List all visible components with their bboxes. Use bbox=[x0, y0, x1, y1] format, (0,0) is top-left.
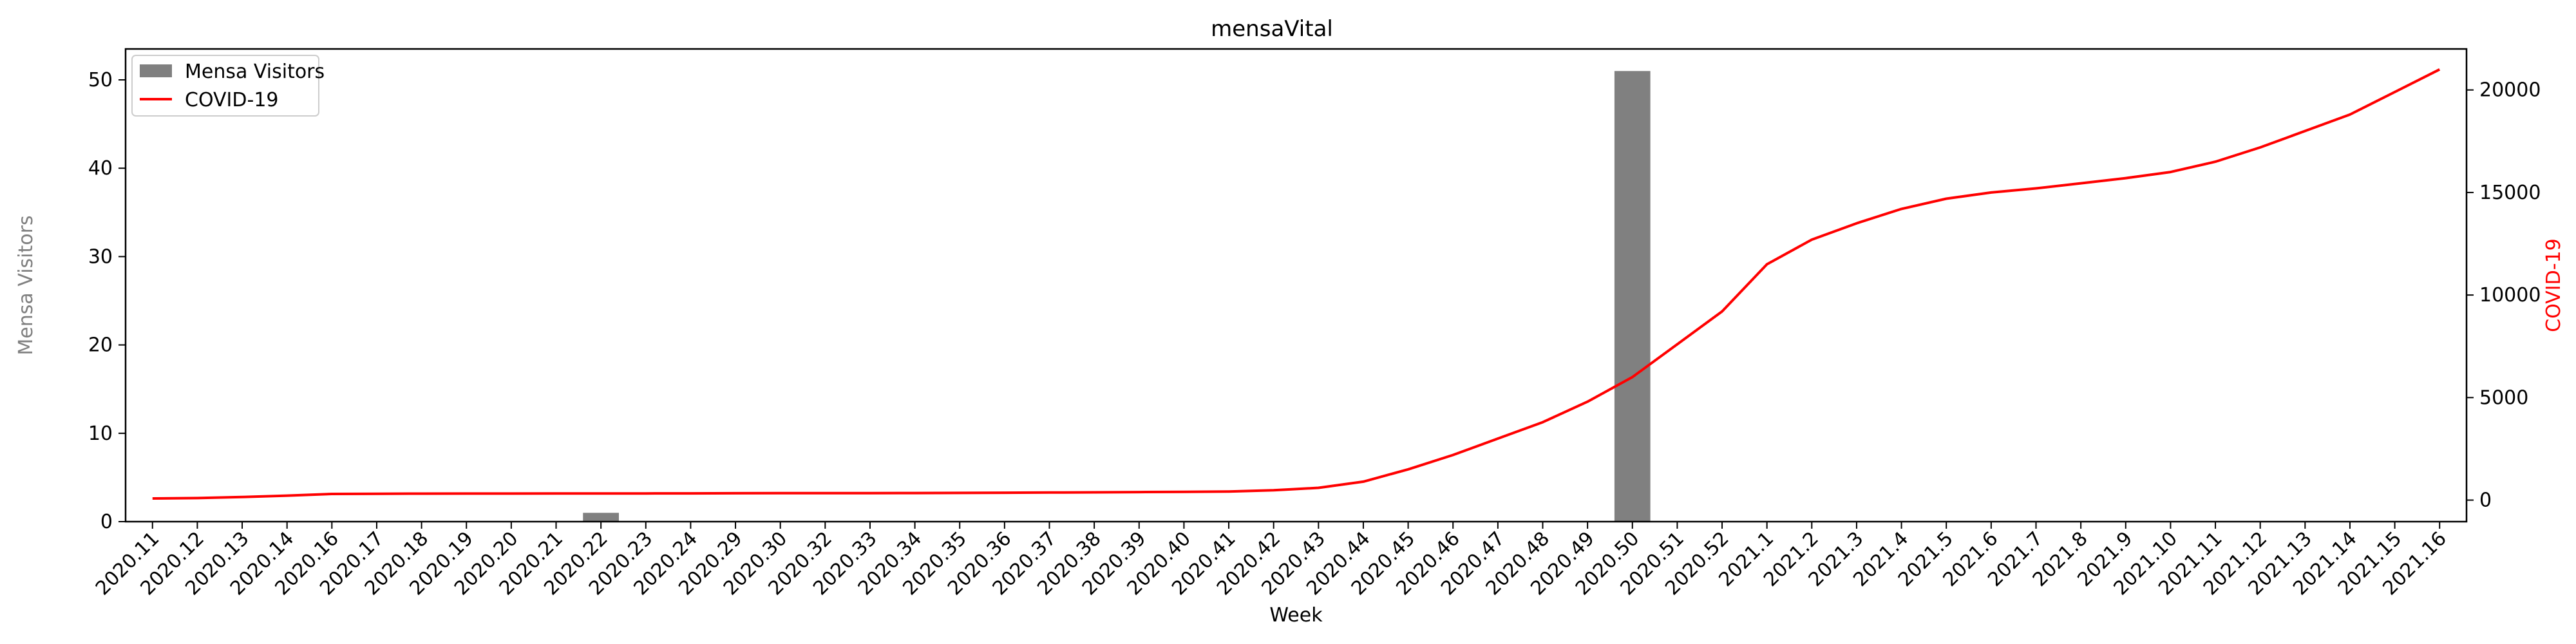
legend-label-covid-19: COVID-19 bbox=[185, 89, 279, 111]
plot-frame bbox=[124, 48, 2468, 523]
left-y-axis-label: Mensa Visitors bbox=[15, 215, 37, 355]
left-y-tick-label: 30 bbox=[88, 245, 113, 268]
legend: Mensa Visitors COVID-19 bbox=[131, 55, 325, 117]
bar bbox=[1614, 71, 1651, 522]
left-y-tick-label: 0 bbox=[100, 511, 113, 533]
right-y-tick-label: 5000 bbox=[2479, 386, 2528, 409]
line-layer bbox=[152, 68, 2441, 500]
left-y-tick-label: 20 bbox=[88, 334, 113, 357]
series-line-covid-19 bbox=[152, 68, 2441, 500]
legend-box bbox=[131, 55, 319, 117]
left-y-tick-label: 10 bbox=[88, 422, 113, 445]
x-axis-label: Week bbox=[1269, 604, 1323, 627]
left-y-axis: 0 10 20 30 40 50 bbox=[88, 69, 126, 533]
left-y-tick-label: 40 bbox=[88, 157, 113, 180]
right-y-tick-label: 15000 bbox=[2479, 182, 2541, 204]
bar bbox=[583, 513, 619, 522]
right-y-axis: 0 5000 10000 15000 20000 bbox=[2467, 79, 2541, 512]
right-y-tick-label: 0 bbox=[2479, 489, 2492, 512]
legend-swatch-mensa-visitors bbox=[140, 64, 172, 77]
left-y-tick-label: 50 bbox=[88, 69, 113, 91]
right-y-tick-label: 10000 bbox=[2479, 284, 2541, 307]
bars-layer bbox=[583, 71, 1651, 522]
right-y-axis-label: COVID-19 bbox=[2543, 238, 2565, 332]
right-y-tick-label: 20000 bbox=[2479, 79, 2541, 102]
chart-title: mensaVital bbox=[1211, 16, 1333, 42]
legend-label-mensa-visitors: Mensa Visitors bbox=[185, 61, 325, 83]
